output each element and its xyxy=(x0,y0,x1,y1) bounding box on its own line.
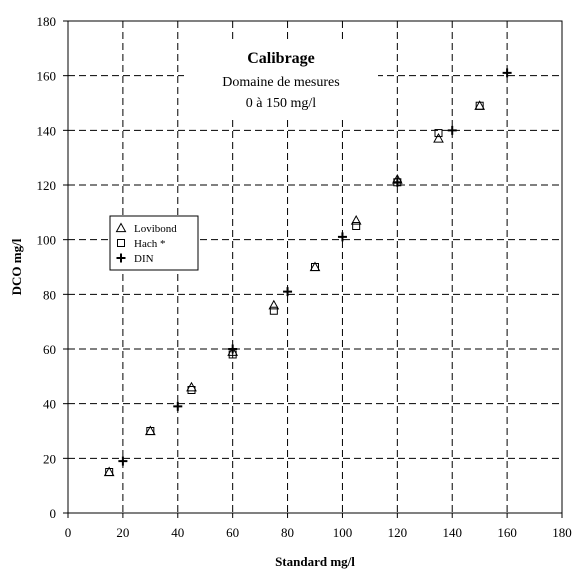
x-tick-label: 140 xyxy=(442,525,462,540)
chart-title: Calibrage xyxy=(247,50,315,67)
data-point-plus xyxy=(173,401,183,411)
grid-layer xyxy=(68,21,562,513)
legend-marker-triangle xyxy=(115,222,127,233)
data-point-square xyxy=(475,101,484,110)
legend-label: Hach * xyxy=(134,238,165,250)
x-tick-label: 40 xyxy=(171,525,184,540)
x-tick-label: 180 xyxy=(552,525,572,540)
legend-marker-square xyxy=(117,239,125,247)
legend-item-plus: DIN xyxy=(116,253,154,265)
y-tick-label: 60 xyxy=(43,342,56,357)
y-tick-label: 180 xyxy=(37,14,57,29)
data-point-plus xyxy=(447,125,457,135)
legend-label: DIN xyxy=(134,253,154,265)
x-tick-label: 80 xyxy=(281,525,294,540)
data-point-plus xyxy=(337,232,347,242)
data-point-plus xyxy=(502,68,512,78)
y-tick-label: 120 xyxy=(37,178,57,193)
y-tick-label: 80 xyxy=(43,287,56,302)
data-point-plus xyxy=(392,177,402,187)
data-point-square xyxy=(146,427,155,435)
data-point-triangle xyxy=(433,133,444,143)
y-tick-label: 140 xyxy=(37,123,57,138)
data-point-plus xyxy=(118,456,128,466)
ticks-layer: 0 20 40 60 80 100 120 140 160 180 0 20 40 60 80 100 120 1… xyxy=(37,14,572,540)
legend: Lovibond Hach * DIN xyxy=(109,215,199,271)
data-point-plus xyxy=(228,344,238,354)
x-tick-label: 20 xyxy=(116,525,129,540)
x-tick-label: 100 xyxy=(333,525,353,540)
y-tick-label: 0 xyxy=(50,506,57,521)
y-axis-label: DCO mg/l xyxy=(9,238,24,295)
x-tick-label: 160 xyxy=(497,525,517,540)
data-point-square xyxy=(434,129,443,138)
legend-label: Lovibond xyxy=(134,223,177,235)
x-tick-label: 120 xyxy=(388,525,408,540)
series-plus xyxy=(118,68,512,466)
data-point-square xyxy=(187,386,196,394)
data-point-square xyxy=(105,468,114,476)
legend-item-square: Hach * xyxy=(117,238,165,250)
legend-item-triangle: Lovibond xyxy=(115,222,177,235)
series-triangle xyxy=(103,100,486,477)
plot-frame xyxy=(67,20,563,514)
data-point-triangle xyxy=(350,215,362,225)
legend-marker-plus xyxy=(116,253,126,263)
data-point-triangle xyxy=(268,299,280,310)
data-point-square xyxy=(352,222,361,230)
y-tick-label: 20 xyxy=(43,451,56,466)
x-tick-label: 0 xyxy=(65,525,72,540)
y-tick-label: 40 xyxy=(43,397,56,412)
data-points-layer xyxy=(103,68,512,477)
y-tick-label: 160 xyxy=(37,69,57,84)
data-point-square xyxy=(311,263,319,271)
chart-subtitle-line-2: 0 à 150 mg/l xyxy=(246,96,316,111)
chart-subtitle-line-1: Domaine de mesures xyxy=(222,75,339,90)
data-point-plus xyxy=(283,287,293,297)
y-tick-label: 100 xyxy=(37,233,57,248)
x-tick-label: 60 xyxy=(226,525,239,540)
series-square xyxy=(105,101,484,476)
x-axis-label: Standard mg/l xyxy=(275,554,355,569)
title-box: Calibrage Domaine de mesures 0 à 150 mg/… xyxy=(184,42,378,116)
data-point-square xyxy=(269,306,278,315)
